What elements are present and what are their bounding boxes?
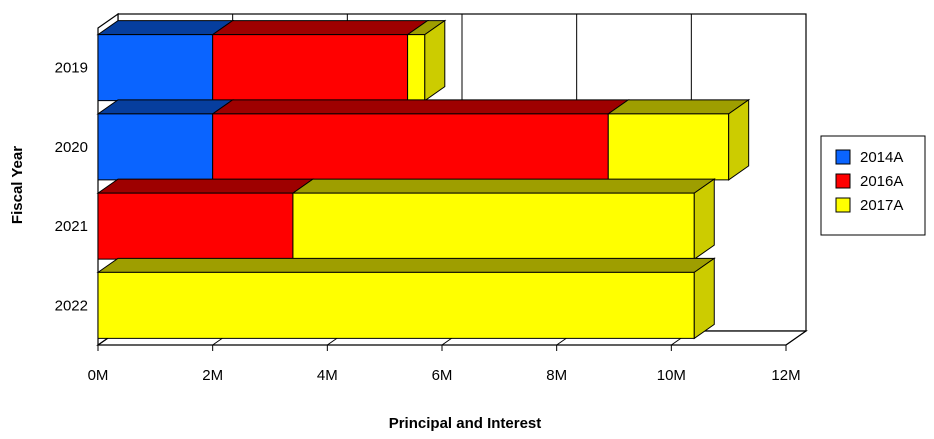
x-tick-label: 4M [317,367,338,384]
x-tick-label: 12M [771,367,800,384]
x-tick-label: 8M [546,367,567,384]
bar-2020-2017A [606,98,751,181]
legend-label: 2017A [860,197,903,214]
chart-bars [96,19,751,340]
legend-swatch [835,149,851,165]
bar-2019-2014A [96,20,235,102]
bar-2022-2017A [96,257,716,340]
x-tick-label: 10M [657,367,686,384]
legend-label: 2014A [860,149,903,166]
x-tick-label: 6M [432,367,453,384]
bar-2021-2017A [291,178,716,261]
bar-2020-2016A [211,99,630,181]
x-tick-label: 2M [202,367,223,384]
bar-2019-2016A [211,20,430,102]
y-axis-ticks: 2019 2020 2021 2022 [55,60,88,315]
legend-label: 2016A [860,173,903,190]
y-tick-label: 2022 [55,297,88,314]
x-axis-ticks: 0M 2M 4M 6M 8M 10M 12M [88,367,801,384]
bar-2021-2016A [96,178,315,260]
y-tick-label: 2019 [55,60,88,77]
legend-swatch [835,197,851,213]
y-axis-title: Fiscal Year [9,146,26,224]
bar-2019-2017A [406,19,447,102]
x-axis-title: Principal and Interest [389,415,542,432]
y-tick-label: 2020 [55,139,88,156]
bar-2020-2014A [96,99,235,181]
x-tick-label: 0M [88,367,109,384]
legend-swatch [835,173,851,189]
legend: 2014A 2016A 2017A [820,135,926,236]
y-tick-label: 2021 [55,218,88,235]
